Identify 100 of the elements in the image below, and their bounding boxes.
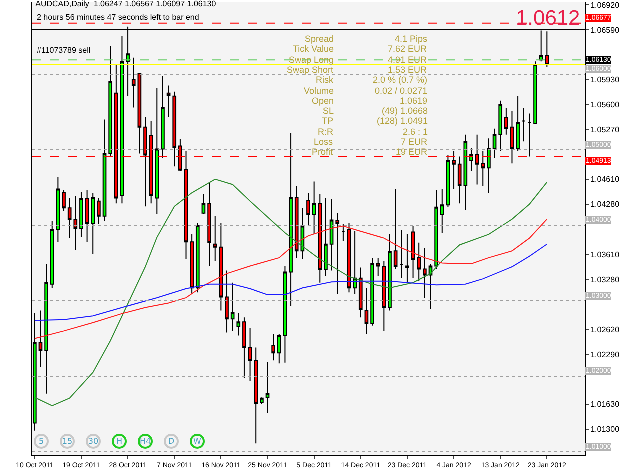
candlestick — [230, 282, 235, 332]
candlestick — [166, 85, 171, 118]
y-tick-label: 1.03610 — [590, 250, 620, 260]
candlestick — [208, 182, 212, 267]
y-tick-label: 1.01300 — [590, 425, 620, 434]
candlestick — [138, 73, 142, 154]
candlestick — [353, 231, 357, 295]
candlestick — [80, 192, 84, 238]
candlestick — [91, 192, 96, 255]
annotation: (128) 1.0491 — [377, 116, 428, 126]
candlestick — [44, 263, 48, 394]
annotation: SL — [323, 106, 334, 116]
annotation: 0.02 / 0.0271 — [375, 86, 428, 96]
candlestick — [132, 57, 136, 108]
annotation: (49) 1.0668 — [382, 106, 428, 116]
candlestick — [382, 260, 386, 332]
line-series — [34, 244, 548, 322]
candlestick — [434, 190, 438, 270]
annotation: Loss — [314, 137, 334, 147]
candlestick — [254, 347, 258, 444]
candlestick — [428, 263, 433, 310]
y-tick-label: 1.06590 — [590, 26, 620, 35]
y-tick-label: 1.03280 — [590, 276, 620, 285]
candlestick — [120, 35, 124, 204]
annotation: R:R — [318, 127, 334, 137]
y-tick-label: 1.05600 — [590, 100, 620, 110]
candlestick — [85, 190, 90, 243]
candlestick — [289, 132, 293, 307]
y-tick-label: 1.01630 — [590, 400, 620, 410]
candlestick — [364, 288, 369, 335]
candlestick — [417, 242, 422, 282]
y-tick-label: 1.04280 — [590, 200, 620, 210]
y-tick-label: 1.06920 — [590, 0, 620, 10]
candlestick — [470, 148, 474, 172]
candlestick — [62, 190, 66, 212]
annotation: Swap Short — [287, 65, 334, 75]
candlestick — [330, 198, 334, 272]
candlestick — [475, 134, 480, 186]
candlestick — [56, 176, 60, 243]
candlestick — [394, 188, 398, 270]
candlestick — [510, 110, 514, 164]
annotation: 30 — [86, 434, 101, 449]
annotation: 1.0619 — [400, 96, 428, 106]
annotation: 7 EUR — [401, 137, 428, 147]
candlestick — [376, 257, 380, 277]
candlestick — [342, 223, 346, 242]
candlestick — [370, 257, 374, 326]
candlestick — [248, 328, 252, 382]
annotation: 7.62 EUR — [388, 44, 428, 54]
annotation: H4 — [138, 434, 153, 449]
annotation: 5 — [34, 434, 49, 449]
candlestick — [161, 75, 165, 159]
candlestick — [358, 267, 363, 318]
annotation: H — [112, 434, 127, 449]
candlestick — [190, 234, 194, 295]
candlestick — [528, 113, 532, 158]
annotation: Swap Long — [289, 55, 334, 65]
candlestick — [446, 154, 450, 208]
candlestick — [102, 119, 107, 222]
annotation: Tick Value — [293, 44, 334, 54]
candlestick — [300, 208, 305, 260]
annotation: TP — [322, 116, 334, 126]
candlestick — [522, 108, 526, 142]
y-tick-label: 1.05270 — [590, 125, 620, 134]
candlestick — [219, 222, 224, 312]
annotation: D — [164, 434, 179, 449]
candlestick — [422, 248, 427, 298]
annotation: 2.0 % (0.7 %) — [373, 75, 428, 85]
candlestick — [202, 194, 206, 215]
candlestick — [277, 334, 282, 364]
annotation: Spread — [305, 34, 334, 44]
annotation: 19 EUR — [396, 147, 428, 157]
annotation: Risk — [316, 75, 334, 85]
annotation: 1.0612 — [516, 7, 580, 30]
candlestick — [406, 234, 410, 284]
candlestick — [294, 186, 299, 258]
y-tick-label: 1.02290 — [590, 350, 620, 360]
annotation: Volume — [304, 86, 334, 96]
candlestick — [324, 198, 328, 277]
candlestick — [108, 46, 113, 158]
candlestick — [388, 234, 392, 312]
annotation: 1.53 EUR — [388, 65, 428, 75]
candlestick — [411, 226, 416, 279]
candlestick — [266, 362, 270, 414]
candlestick — [213, 216, 218, 262]
candlestick — [260, 397, 264, 405]
annotation: Profit — [312, 147, 334, 157]
candlestick — [534, 61, 538, 125]
candlestick — [306, 192, 310, 226]
candlestick — [196, 222, 200, 294]
annotation: Open — [312, 96, 334, 106]
candlestick — [225, 270, 229, 334]
candlestick — [97, 198, 101, 224]
y-tick-label: 1.05930 — [590, 76, 620, 85]
text: 2 hours 56 minutes 47 seconds left to bar end — [37, 13, 200, 22]
candlestick — [440, 188, 444, 234]
candlestick — [38, 310, 43, 368]
candlestick — [336, 212, 340, 295]
candlestick — [487, 138, 491, 194]
annotation: #11073789 sell — [37, 46, 91, 55]
